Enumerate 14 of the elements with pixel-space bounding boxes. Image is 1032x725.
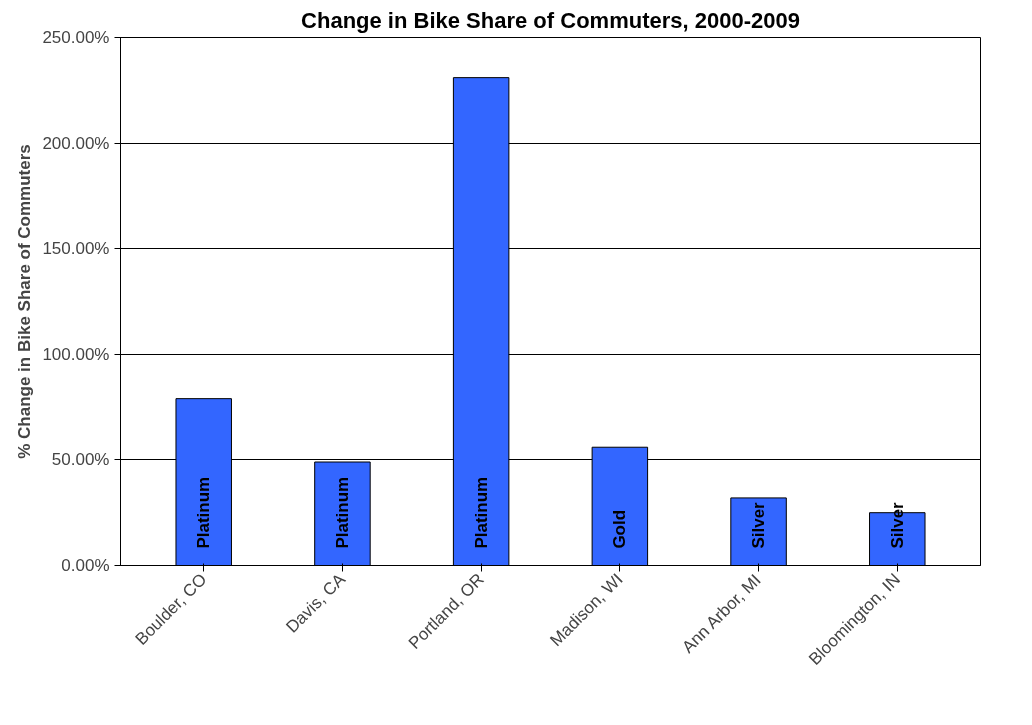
data-label: Platinum	[194, 476, 214, 549]
chart-title: Change in Bike Share of Commuters, 2000-2009	[301, 7, 800, 33]
y-tick-label: 0.00%	[61, 556, 110, 575]
y-tick-label: 100.00%	[42, 344, 110, 364]
data-label: Platinum	[471, 476, 491, 549]
y-tick-label: 200.00%	[42, 133, 110, 153]
y-tick-label: 250.00%	[42, 28, 110, 47]
y-tick-label: 50.00%	[51, 450, 110, 470]
y-axis-title: % Change in Bike Share of Commuters	[15, 144, 35, 459]
data-label: Gold	[610, 509, 630, 549]
data-label: Silver	[749, 501, 769, 549]
y-tick-label: 150.00%	[42, 239, 110, 259]
data-label: Silver	[887, 501, 907, 549]
data-label: Platinum	[332, 476, 352, 549]
